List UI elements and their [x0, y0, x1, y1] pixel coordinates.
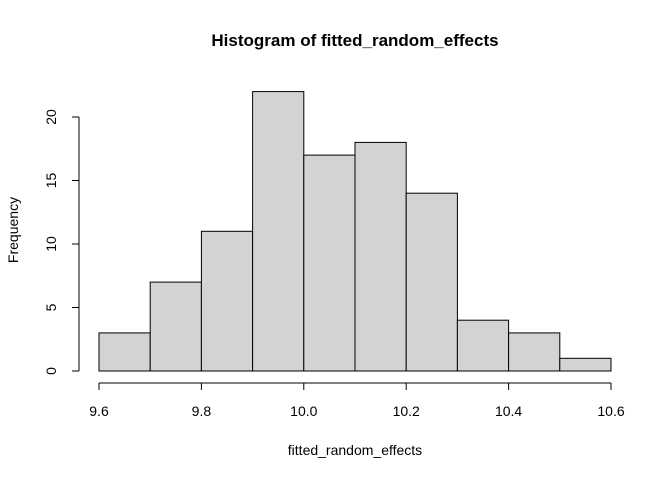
bars-group — [98, 91, 612, 372]
y-tick-label: 15 — [43, 173, 59, 189]
histogram-bar — [303, 154, 356, 372]
x-tick-label: 9.8 — [192, 403, 212, 419]
x-axis: 9.6 9.8 10.0 10.2 10.4 10.6 — [89, 382, 625, 419]
x-tick-label: 10.6 — [597, 403, 624, 419]
histogram-bar — [559, 357, 612, 372]
y-tick-label: 0 — [43, 367, 59, 375]
y-axis: 0 5 10 15 20 — [43, 109, 80, 375]
x-tick-label: 10.2 — [393, 403, 420, 419]
x-tick-label: 9.6 — [89, 403, 109, 419]
histogram-bar — [354, 141, 407, 372]
y-axis-label: Frequency — [5, 197, 21, 263]
histogram-bar — [252, 91, 305, 372]
x-tick-label: 10.0 — [290, 403, 317, 419]
y-tick-label: 20 — [43, 109, 59, 125]
histogram-bar — [508, 332, 561, 372]
histogram-bar — [405, 192, 458, 372]
x-axis-label: fitted_random_effects — [288, 442, 422, 458]
chart-title: Histogram of fitted_random_effects — [211, 31, 498, 50]
x-tick-label: 10.4 — [495, 403, 522, 419]
y-tick-label: 10 — [43, 236, 59, 252]
y-tick-label: 5 — [43, 303, 59, 311]
histogram-bar — [200, 230, 254, 372]
histogram-bar — [456, 319, 510, 372]
histogram-bar — [149, 281, 202, 372]
histogram-bar — [98, 332, 151, 372]
